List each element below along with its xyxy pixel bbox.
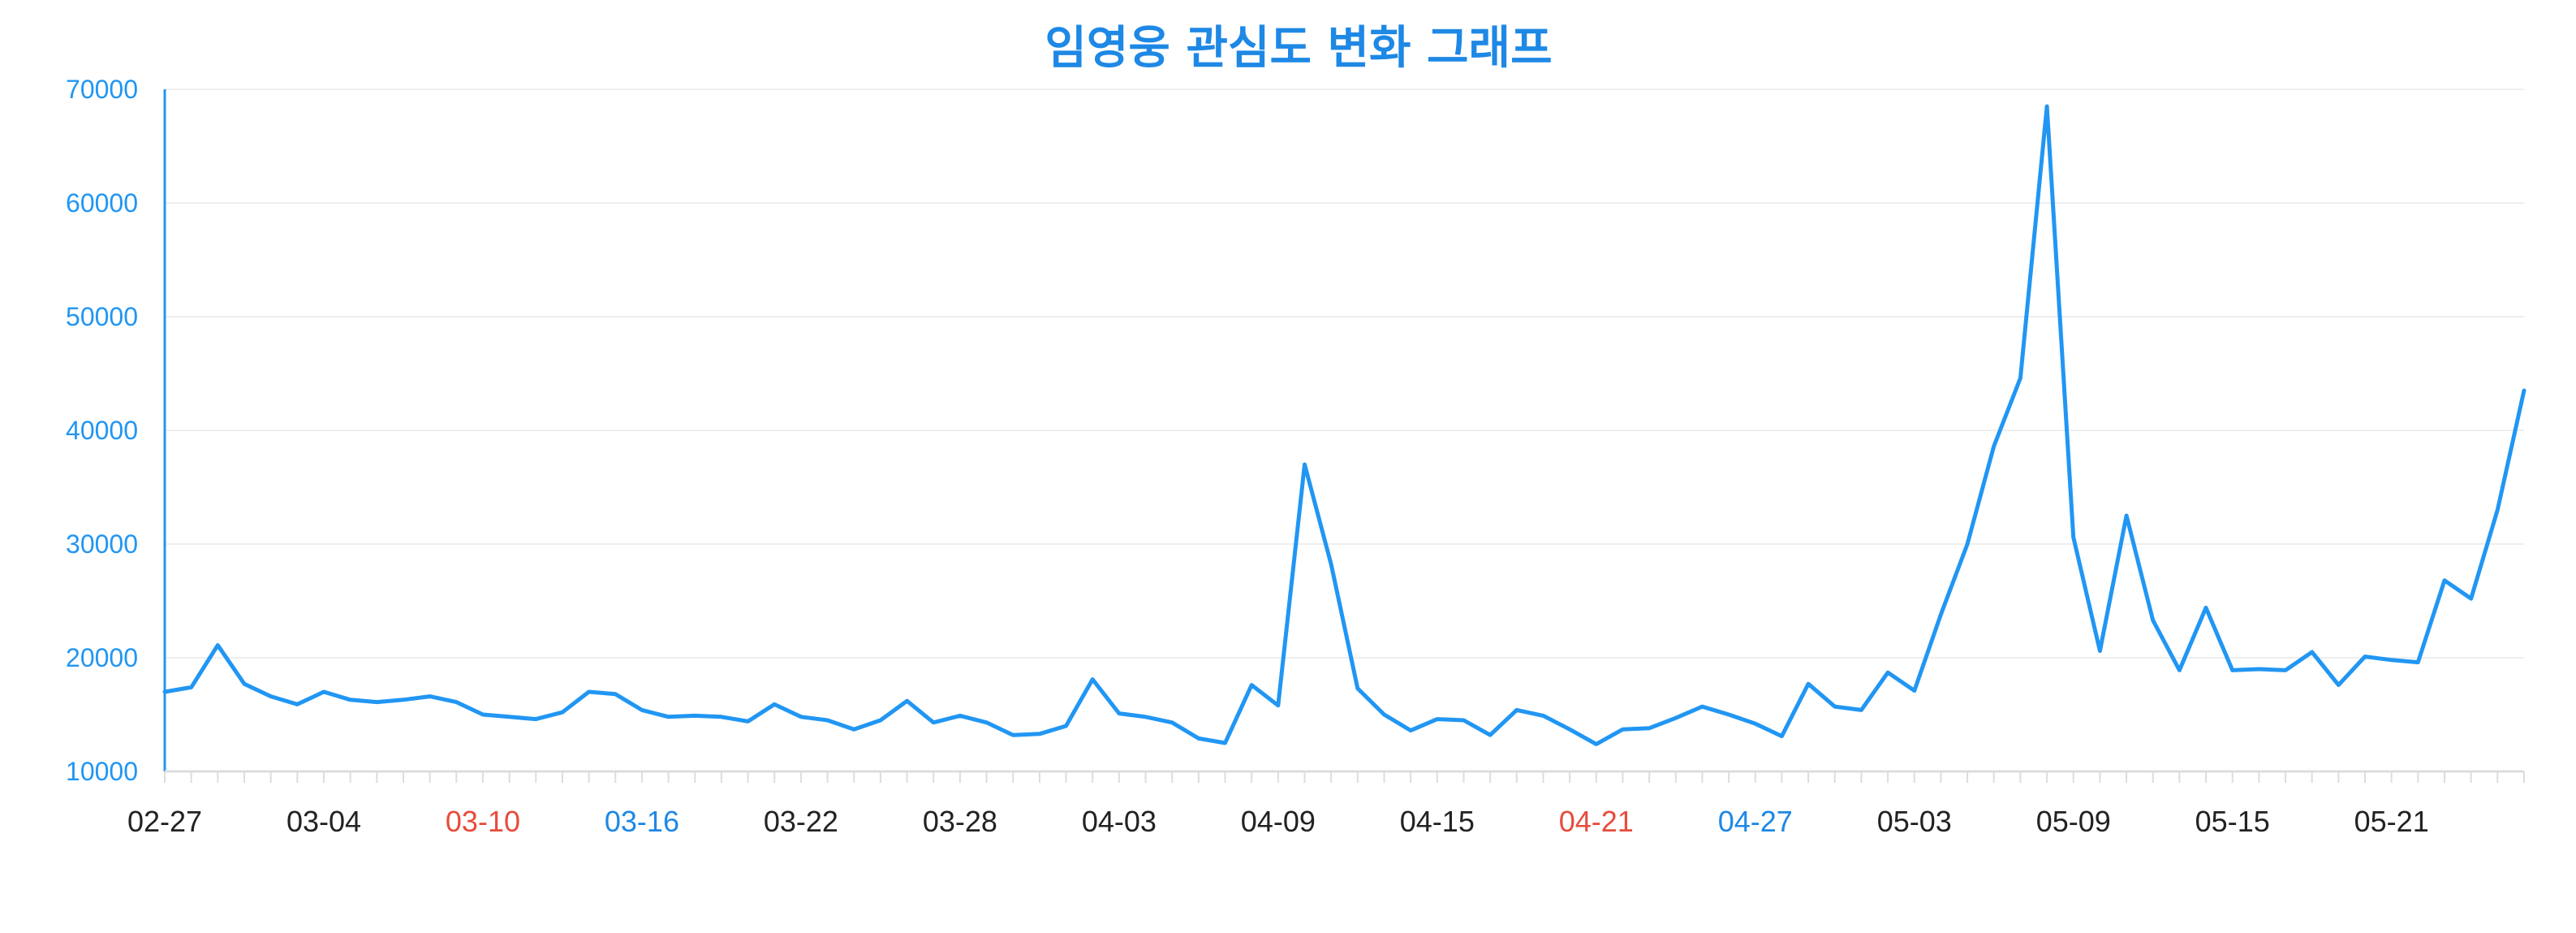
x-tick-label: 04-27 [1718,805,1793,838]
x-tick-label: 04-21 [1559,805,1634,838]
x-tick-label: 04-03 [1082,805,1157,838]
y-axis-ticks: 10000 20000 30000 40000 50000 60000 70000 [66,75,138,786]
x-tick-label: 02-27 [127,805,202,838]
x-axis-ticks: 02-27 03-04 03-10 03-16 03-22 03-28 04-03 04-09… [127,805,2429,838]
axes [163,89,2525,783]
y-tick-label: 50000 [66,302,138,331]
x-tick-label: 04-15 [1400,805,1475,838]
y-tick-label: 30000 [66,529,138,559]
x-tick-label: 03-04 [286,805,361,838]
x-tick-label: 05-21 [2354,805,2429,838]
y-tick-label: 40000 [66,416,138,445]
x-tick-label: 03-16 [605,805,679,838]
x-tick-label: 05-09 [2036,805,2111,838]
x-tick-label: 05-03 [1877,805,1952,838]
x-tick-label: 05-15 [2195,805,2270,838]
gridlines [165,89,2524,772]
x-tick-label: 03-28 [923,805,997,838]
y-tick-label: 60000 [66,188,138,218]
x-tick-label: 04-09 [1241,805,1316,838]
y-tick-label: 10000 [66,757,138,786]
y-tick-label: 20000 [66,643,138,672]
x-tick-label: 03-22 [764,805,838,838]
chart-title: 임영웅 관심도 변화 그래프 [1045,22,1552,75]
series-line [162,104,2526,746]
x-tick-label: 03-10 [446,805,520,838]
series-layer [162,104,2526,746]
y-tick-label: 70000 [66,75,138,104]
